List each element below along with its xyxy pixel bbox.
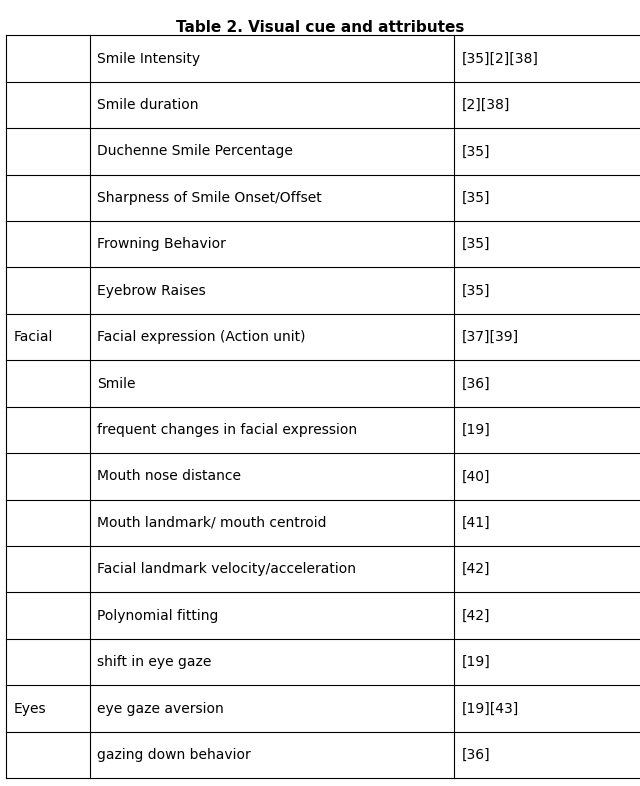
Text: [42]: [42] (462, 562, 491, 576)
Text: [36]: [36] (462, 376, 491, 391)
Text: shift in eye gaze: shift in eye gaze (97, 655, 212, 669)
Text: [40]: [40] (462, 469, 491, 483)
Text: [35]: [35] (462, 237, 491, 252)
Text: Facial: Facial (14, 330, 54, 344)
Text: Facial landmark velocity/acceleration: Facial landmark velocity/acceleration (97, 562, 356, 576)
Text: [36]: [36] (462, 748, 491, 762)
Text: [42]: [42] (462, 608, 491, 623)
Text: Duchenne Smile Percentage: Duchenne Smile Percentage (97, 145, 293, 159)
Text: [19]: [19] (462, 655, 491, 669)
Text: Table 2. Visual cue and attributes: Table 2. Visual cue and attributes (176, 20, 464, 35)
Text: [19][43]: [19][43] (462, 702, 519, 715)
Text: [19]: [19] (462, 423, 491, 437)
Text: [35]: [35] (462, 145, 491, 159)
Text: [35][2][38]: [35][2][38] (462, 52, 539, 65)
Text: gazing down behavior: gazing down behavior (97, 748, 251, 762)
Text: Mouth nose distance: Mouth nose distance (97, 469, 241, 483)
Text: Sharpness of Smile Onset/Offset: Sharpness of Smile Onset/Offset (97, 191, 322, 205)
Text: Frowning Behavior: Frowning Behavior (97, 237, 226, 252)
Text: Eyes: Eyes (14, 702, 47, 715)
Text: frequent changes in facial expression: frequent changes in facial expression (97, 423, 357, 437)
Text: Mouth landmark/ mouth centroid: Mouth landmark/ mouth centroid (97, 516, 327, 530)
Text: [35]: [35] (462, 284, 491, 298)
Text: eye gaze aversion: eye gaze aversion (97, 702, 224, 715)
Text: [2][38]: [2][38] (462, 98, 511, 112)
Text: Smile Intensity: Smile Intensity (97, 52, 200, 65)
Text: [35]: [35] (462, 191, 491, 205)
Text: Facial expression (Action unit): Facial expression (Action unit) (97, 330, 306, 344)
Text: Polynomial fitting: Polynomial fitting (97, 608, 219, 623)
Text: [41]: [41] (462, 516, 491, 530)
Text: Eyebrow Raises: Eyebrow Raises (97, 284, 206, 298)
Text: [37][39]: [37][39] (462, 330, 519, 344)
Text: Smile: Smile (97, 376, 136, 391)
Text: Smile duration: Smile duration (97, 98, 199, 112)
